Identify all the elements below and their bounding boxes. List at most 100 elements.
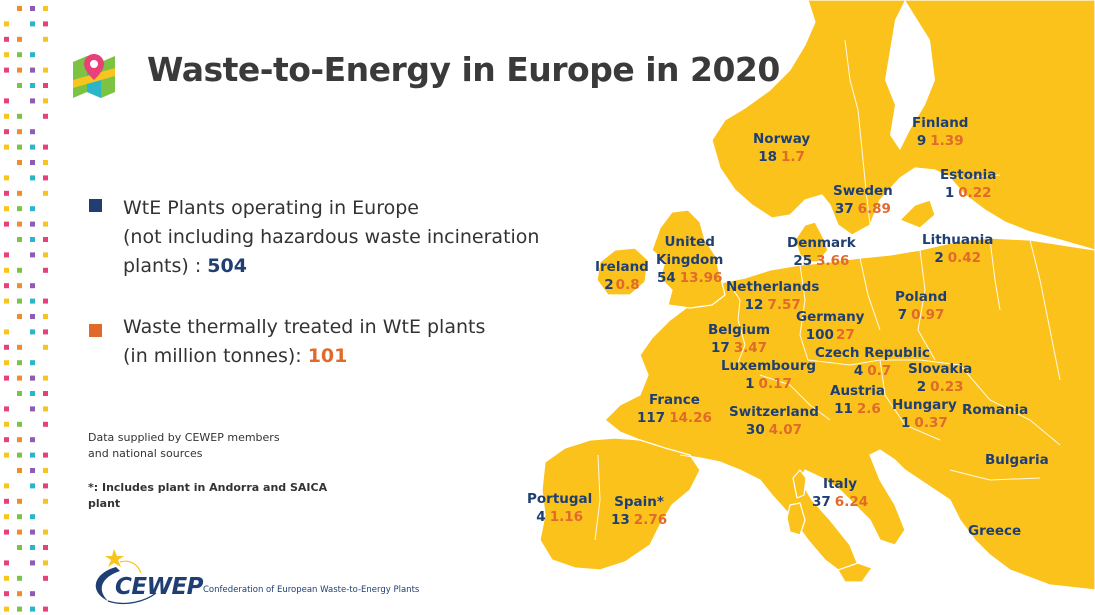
decorative-dot (43, 6, 48, 11)
decorative-dot (43, 144, 48, 150)
decorative-dot (43, 391, 48, 396)
decorative-dot (30, 83, 35, 88)
decorative-dot (4, 283, 9, 289)
country-label-ireland: Ireland 2 0.8 (595, 259, 649, 293)
country-label-denmark: Denmark 25 3.66 (787, 235, 856, 269)
country-label-portugal: Portugal 4 1.16 (527, 491, 593, 525)
decorative-dot (43, 252, 48, 258)
decorative-dot (17, 6, 22, 11)
map-denmark (794, 221, 829, 263)
decorative-dot (43, 36, 48, 42)
decorative-dot (4, 221, 9, 227)
cewep-logo-icon (95, 549, 157, 605)
decorative-dot (30, 52, 35, 58)
decorative-dot (30, 529, 35, 535)
decorative-dot (43, 298, 48, 304)
decorative-dot (43, 237, 48, 242)
decorative-dot (17, 160, 22, 165)
decorative-dot (43, 421, 48, 427)
logo-name: CEWEP (115, 574, 204, 600)
decorative-dot (30, 406, 35, 412)
map-ireland (596, 247, 649, 296)
country-label-belgium: Belgium 17 3.47 (708, 322, 771, 356)
source-note-line1: Data supplied by CEWEP members (88, 431, 280, 444)
decorative-dot (30, 67, 35, 73)
decorative-dot (43, 606, 48, 612)
decorative-dot (17, 344, 22, 350)
decorative-dot (43, 406, 48, 412)
source-note-line2: and national sources (88, 447, 203, 460)
country-label-norway: Norway 18 1.7 (753, 131, 811, 165)
decorative-dot (4, 560, 9, 566)
country-label-luxembourg: Luxembourg 1 0.17 (721, 358, 817, 392)
decorative-dot (17, 113, 22, 119)
decorative-dot (43, 160, 48, 165)
decorative-dot (17, 314, 22, 319)
decorative-dot (30, 375, 35, 381)
decorative-dot (30, 6, 35, 11)
decorative-dot (43, 113, 48, 119)
decorative-dot (30, 129, 35, 135)
decorative-dot (43, 344, 48, 350)
legend-waste-swatch (89, 324, 102, 337)
legend-plants-line1: WtE Plants operating in Europe (123, 197, 419, 219)
decorative-dot (4, 144, 9, 150)
decorative-dot (43, 175, 48, 181)
decorative-dot (30, 298, 35, 304)
country-label-spain: Spain* 13 2.76 (611, 494, 668, 528)
decorative-dot (43, 67, 48, 73)
decorative-dot (30, 237, 35, 242)
decorative-dot (4, 267, 9, 273)
decorative-dot (17, 298, 22, 304)
decorative-dot (43, 452, 48, 458)
decorative-dot (30, 314, 35, 319)
decorative-dot (43, 560, 48, 566)
country-label-sweden: Sweden 37 6.89 (833, 183, 893, 217)
page-title: Waste-to-Energy in Europe in 2020 (147, 50, 780, 89)
decorative-dot (4, 298, 9, 304)
decorative-dot (17, 575, 22, 581)
decorative-dot (30, 98, 35, 104)
decorative-dot (4, 406, 9, 412)
decorative-dot (43, 575, 48, 581)
country-label-greece: Greece (968, 523, 1022, 539)
decorative-dot (4, 452, 9, 458)
decorative-dot (30, 283, 35, 289)
decorative-dot (30, 483, 35, 489)
country-label-united-kingdom: United Kingdom 54 13.96 (656, 234, 724, 286)
decorative-dot (30, 329, 35, 335)
decorative-dot (17, 606, 22, 612)
legend-plants: WtE Plants operating in Europe (not incl… (123, 194, 573, 281)
country-label-germany: Germany 100 27 (796, 309, 865, 343)
country-label-slovakia: Slovakia 2 0.23 (908, 361, 973, 395)
decorative-dot (43, 98, 48, 104)
country-label-switzerland: Switzerland 30 4.07 (729, 404, 819, 438)
legend-waste: Waste thermally treated in WtE plants (i… (123, 313, 573, 371)
decorative-dot (43, 483, 48, 489)
decorative-dot (17, 514, 22, 520)
decorative-dot (4, 483, 9, 489)
decorative-dot (17, 206, 22, 212)
decorative-dot (30, 206, 35, 212)
legend-plants-line3: plants) : (123, 255, 208, 277)
country-label-estonia: Estonia 1 0.22 (940, 167, 997, 201)
decorative-dot (4, 529, 9, 535)
decorative-dot (4, 498, 9, 504)
decorative-dot (4, 129, 9, 135)
decorative-dot (43, 190, 48, 196)
decorative-dot (4, 329, 9, 335)
decorative-dot (43, 83, 48, 88)
decorative-dot (30, 452, 35, 458)
legend-plants-swatch (89, 199, 102, 212)
country-label-romania: Romania (962, 402, 1029, 418)
legend-waste-line2-wrap: (in million tonnes): 101 (123, 342, 573, 371)
footnote: *: Includes plant in Andorra and SAICA p… (88, 480, 328, 512)
decorative-dot (4, 360, 9, 366)
decorative-dot (4, 21, 9, 27)
decorative-dot (4, 113, 9, 119)
map-iberia (539, 437, 701, 571)
decorative-dot (4, 206, 9, 212)
country-label-austria: Austria 11 2.6 (830, 383, 885, 417)
decorative-dot (30, 21, 35, 27)
